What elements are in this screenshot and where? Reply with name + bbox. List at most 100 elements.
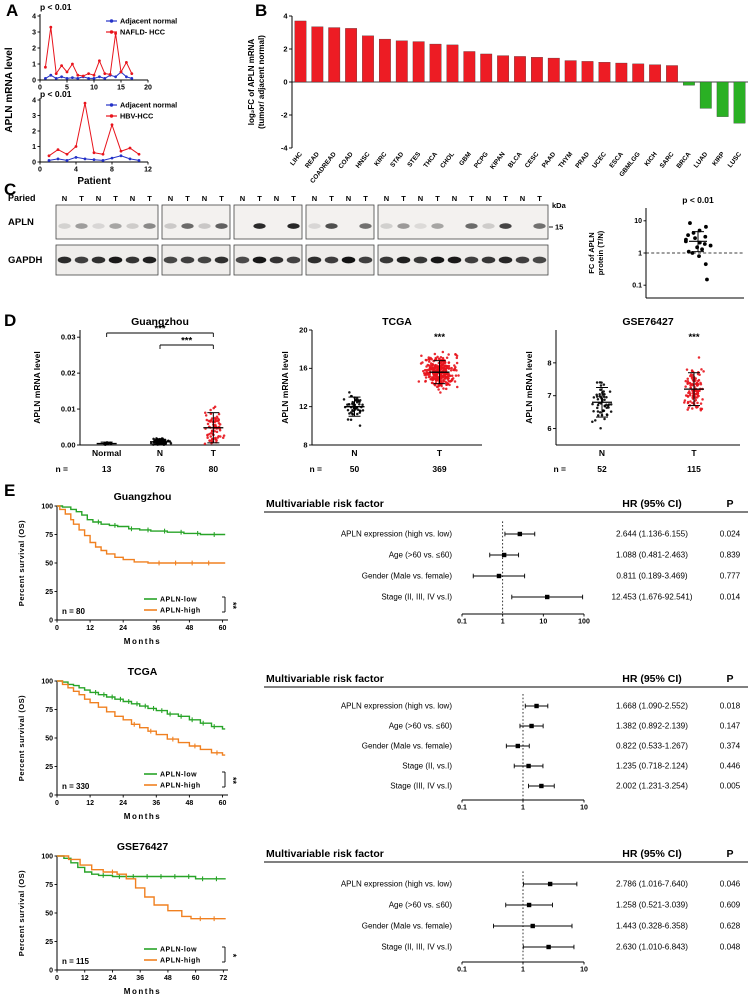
svg-text:36: 36 [152, 625, 160, 632]
svg-text:15: 15 [555, 223, 563, 232]
svg-text:24: 24 [119, 800, 127, 807]
svg-text:T: T [113, 194, 118, 203]
svg-text:10: 10 [580, 967, 588, 974]
svg-text:APLN expression (high vs. low): APLN expression (high vs. low) [341, 880, 452, 889]
svg-text:PCPG: PCPG [473, 151, 490, 170]
svg-text:n = 330: n = 330 [62, 782, 90, 791]
svg-text:KICH: KICH [643, 151, 658, 168]
svg-text:0.02: 0.02 [61, 369, 76, 378]
svg-text:UCEC: UCEC [591, 151, 608, 170]
svg-text:T: T [691, 448, 697, 458]
svg-text:TCGA: TCGA [382, 316, 412, 328]
svg-text:BLCA: BLCA [507, 151, 524, 170]
svg-text:0.822 (0.533-1.267): 0.822 (0.533-1.267) [616, 742, 688, 751]
svg-text:STES: STES [406, 150, 422, 168]
svg-text:APLN expression (high vs. low): APLN expression (high vs. low) [341, 702, 452, 711]
svg-text:T: T [401, 194, 406, 203]
svg-text:N: N [486, 194, 491, 203]
svg-text:10: 10 [634, 218, 642, 225]
svg-text:N: N [274, 194, 279, 203]
svg-text:N: N [202, 194, 207, 203]
svg-text:T: T [219, 194, 224, 203]
svg-text:100: 100 [578, 619, 590, 626]
svg-text:Gender (Male vs. female): Gender (Male vs. female) [362, 572, 453, 581]
svg-text:0.1: 0.1 [632, 282, 642, 289]
svg-text:GBM: GBM [458, 151, 473, 167]
svg-text:Guangzhou: Guangzhou [131, 316, 189, 328]
svg-text:6: 6 [547, 424, 551, 433]
svg-text:Stage (II, vs.I): Stage (II, vs.I) [402, 762, 452, 771]
svg-text:TCGA: TCGA [128, 666, 158, 678]
svg-text:0.018: 0.018 [720, 702, 741, 711]
svg-text:25: 25 [45, 589, 53, 596]
svg-text:T: T [469, 194, 474, 203]
svg-text:N: N [157, 448, 163, 458]
svg-text:24: 24 [109, 975, 117, 982]
svg-text:0.1: 0.1 [457, 619, 467, 626]
panel-e-km-2: 0 12 24 36 48 60 72 0 25 50 75 100 GSE76427 Months Per… [17, 841, 238, 996]
svg-text:0: 0 [49, 967, 53, 974]
panel-label-c: C [4, 180, 17, 199]
svg-text:APLN mRNA level: APLN mRNA level [4, 47, 15, 132]
svg-text:0.147: 0.147 [720, 722, 741, 731]
svg-text:kDa: kDa [552, 201, 567, 210]
svg-text:Stage (II, III, IV vs.I): Stage (II, III, IV vs.I) [381, 943, 452, 952]
svg-text:T: T [291, 194, 296, 203]
svg-text:1: 1 [638, 250, 642, 257]
svg-text:1.235 (0.718-2.124): 1.235 (0.718-2.124) [616, 762, 688, 771]
svg-text:100: 100 [41, 678, 53, 685]
svg-text:FC of APLN: FC of APLN [587, 232, 596, 273]
panel-label-a: A [6, 1, 19, 20]
panel-e-km-1: 0 12 24 36 48 60 0 25 50 75 100 TCGA Months Percent s… [17, 666, 238, 821]
svg-text:0: 0 [55, 625, 59, 632]
svg-text:p < 0.01: p < 0.01 [40, 89, 72, 99]
svg-text:15: 15 [117, 85, 125, 92]
svg-text:APLN expression (high vs. low): APLN expression (high vs. low) [341, 530, 452, 539]
svg-text:APLN: APLN [8, 217, 34, 228]
svg-text:0.609: 0.609 [720, 901, 741, 910]
svg-text:20: 20 [144, 85, 152, 92]
svg-text:3: 3 [32, 113, 36, 120]
svg-text:N: N [312, 194, 317, 203]
svg-text:***: *** [434, 332, 445, 343]
svg-text:CHOL: CHOL [439, 151, 456, 170]
svg-text:T: T [435, 194, 440, 203]
svg-text:Percent survival (OS): Percent survival (OS) [17, 870, 26, 956]
svg-text:60: 60 [192, 975, 200, 982]
svg-text:16: 16 [299, 364, 307, 373]
svg-text:0: 0 [55, 975, 59, 982]
svg-text:0: 0 [283, 77, 287, 86]
svg-text:T: T [329, 194, 334, 203]
svg-text:13: 13 [102, 464, 112, 474]
svg-text:APLN-high: APLN-high [160, 957, 201, 964]
svg-text:Patient: Patient [77, 176, 111, 187]
svg-text:T: T [147, 194, 152, 203]
svg-text:HR (95% CI): HR (95% CI) [622, 848, 682, 860]
svg-text:SARC: SARC [659, 151, 676, 170]
svg-text:Guangzhou: Guangzhou [114, 491, 172, 503]
svg-text:1.443 (0.328-6.358): 1.443 (0.328-6.358) [616, 922, 688, 931]
svg-text:N: N [346, 194, 351, 203]
svg-text:Age (>60 vs. ≤60): Age (>60 vs. ≤60) [389, 901, 453, 910]
svg-text:THYM: THYM [557, 151, 574, 170]
svg-text:N: N [418, 194, 423, 203]
panel-e-forest-2: Multivariable risk factor HR (95% CI) P APL… [264, 848, 748, 974]
svg-text:N: N [384, 194, 389, 203]
svg-text:1.258 (0.521-3.039): 1.258 (0.521-3.039) [616, 901, 688, 910]
svg-text:T: T [79, 194, 84, 203]
panel-label-e: E [4, 481, 16, 500]
svg-text:12.453 (1.676-92.541): 12.453 (1.676-92.541) [611, 593, 692, 602]
svg-text:76: 76 [155, 464, 165, 474]
svg-text:3: 3 [32, 29, 36, 36]
svg-text:N: N [96, 194, 101, 203]
svg-text:115: 115 [687, 464, 701, 474]
svg-text:Gender (Male vs. female): Gender (Male vs. female) [362, 922, 453, 931]
svg-text:0.446: 0.446 [720, 762, 741, 771]
svg-text:Months: Months [124, 812, 161, 821]
svg-text:12: 12 [81, 975, 89, 982]
svg-text:0.628: 0.628 [720, 922, 741, 931]
svg-text:0: 0 [38, 167, 42, 174]
svg-text:36: 36 [136, 975, 144, 982]
svg-text:KIRC: KIRC [373, 151, 388, 168]
